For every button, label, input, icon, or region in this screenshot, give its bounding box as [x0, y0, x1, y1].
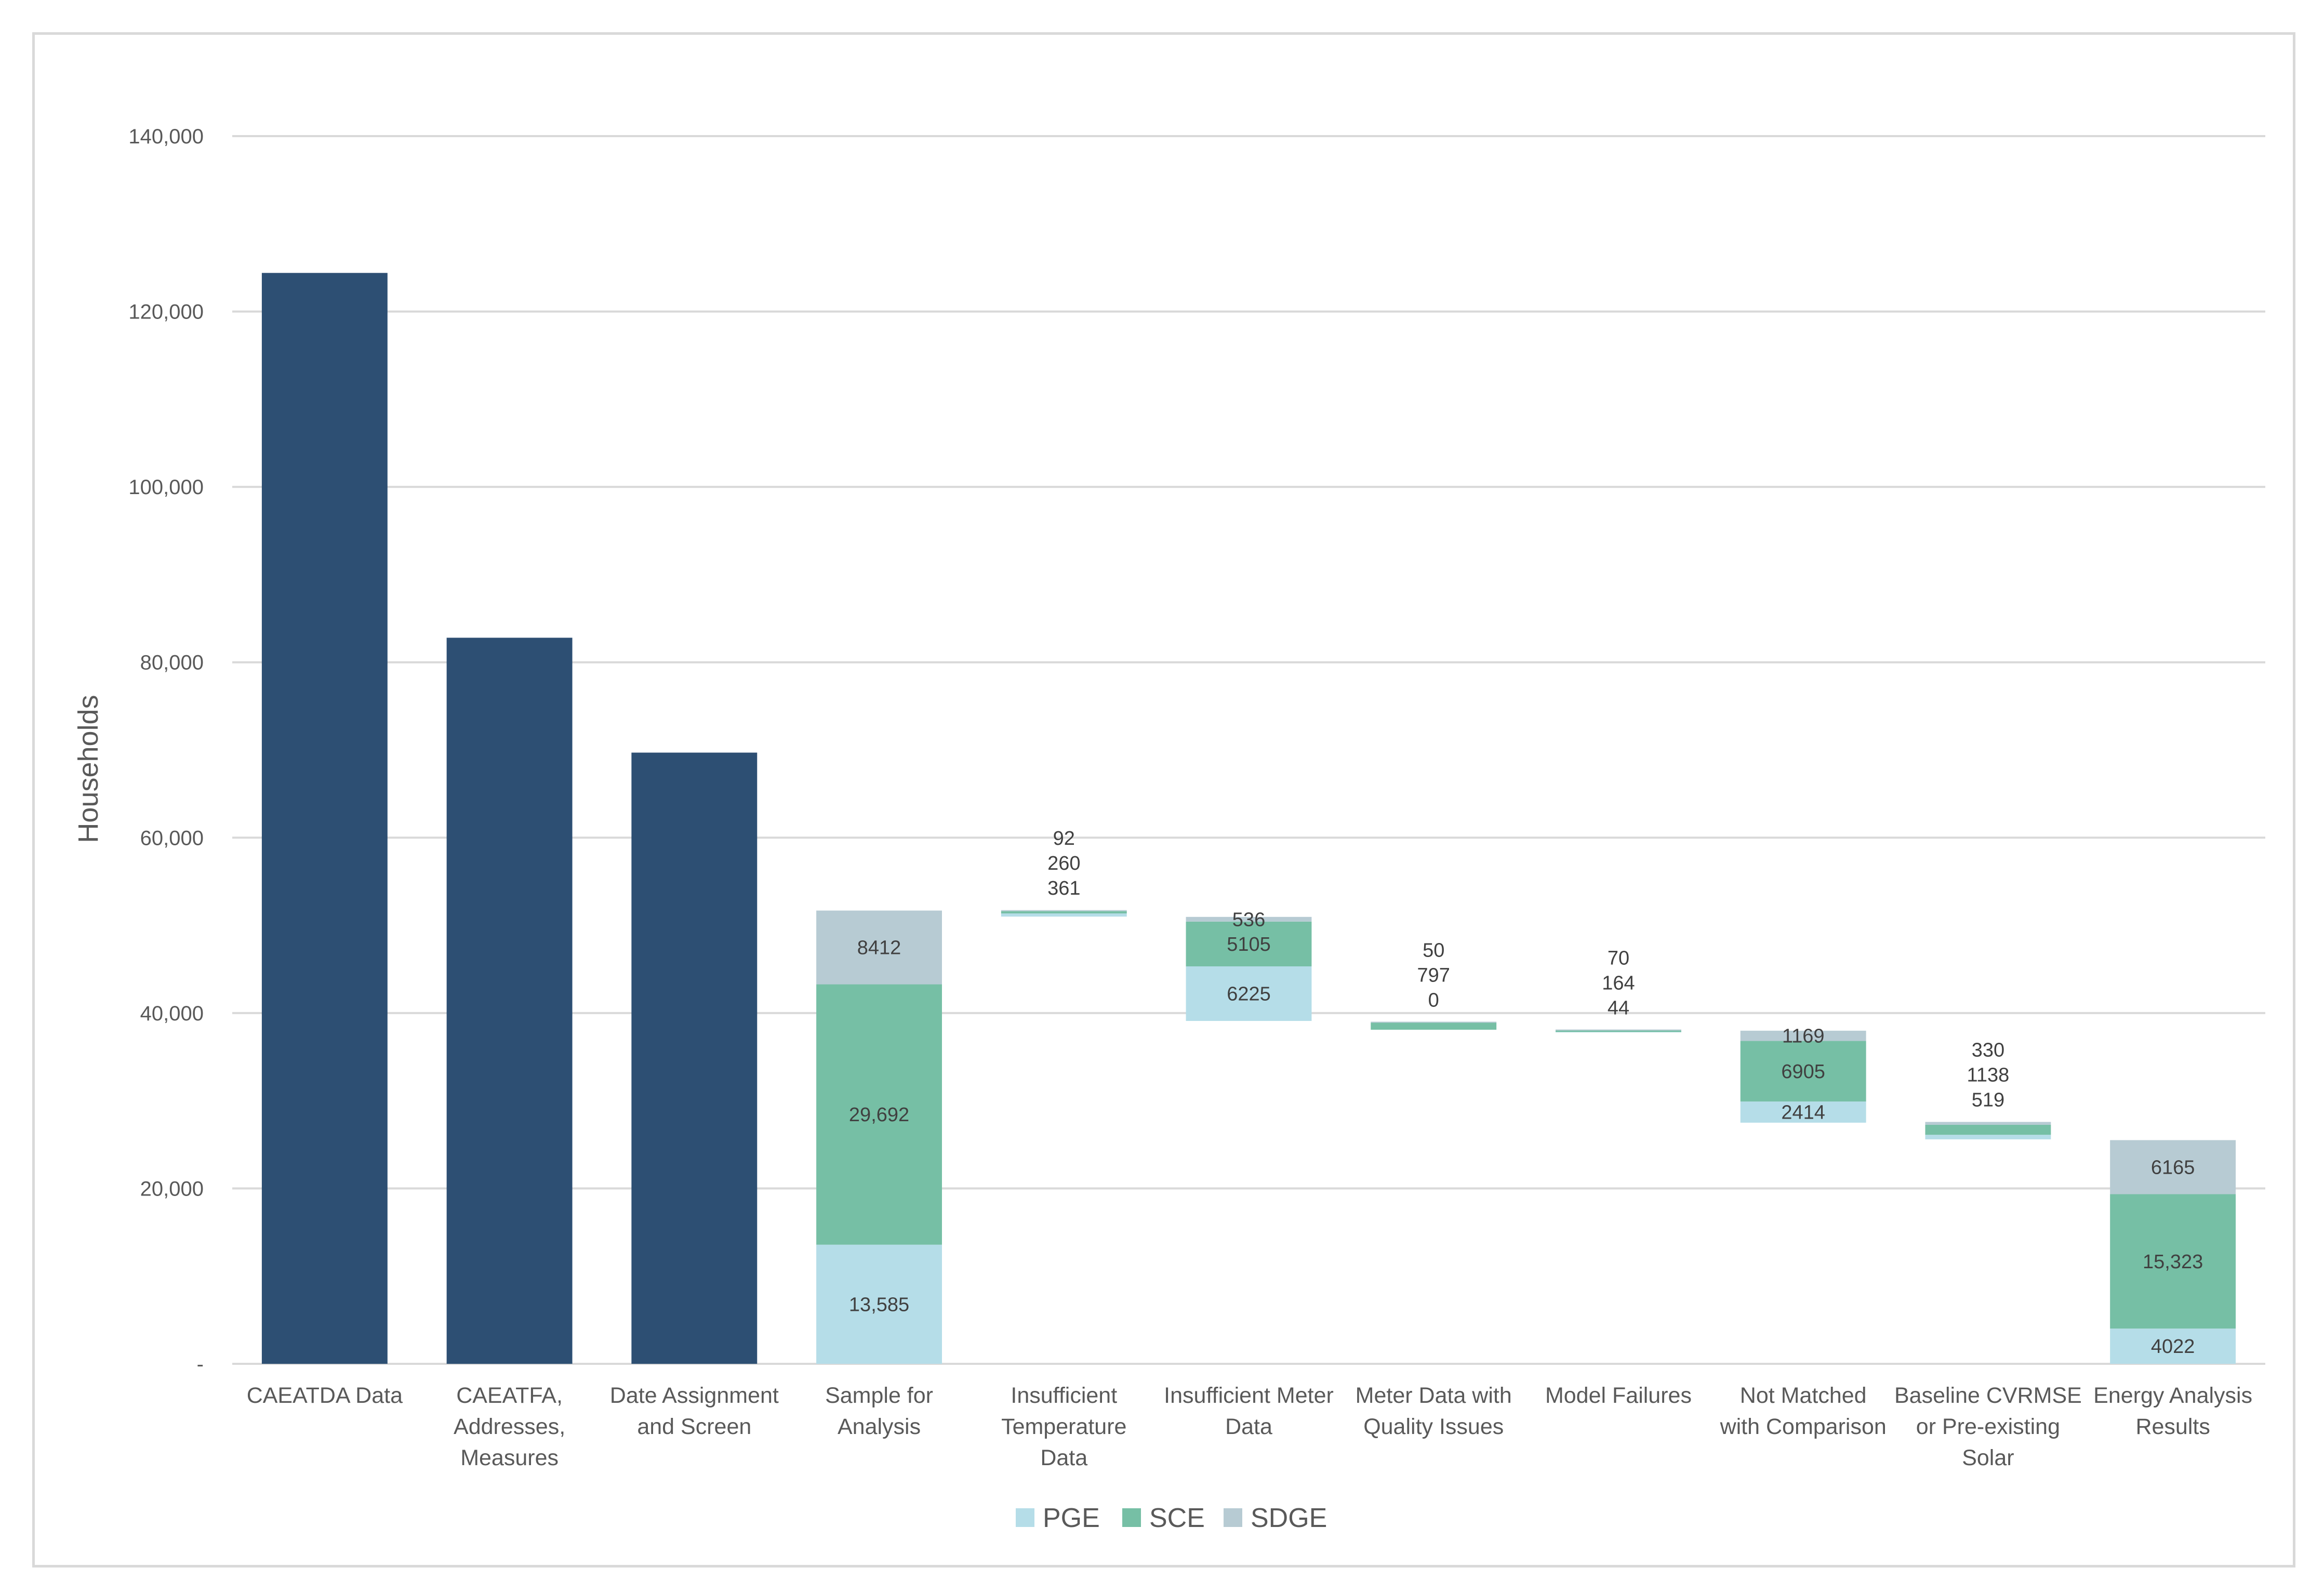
legend-label-sce: SCE — [1149, 1503, 1205, 1533]
bar-segment-sce — [1371, 1022, 1497, 1030]
data-label-pge: 44 — [1608, 997, 1629, 1019]
x-category-label: Date Assignment — [610, 1383, 779, 1408]
data-label-sdge: 1169 — [1782, 1026, 1825, 1047]
x-category-label: Analysis — [838, 1414, 921, 1439]
x-category-label: Baseline CVRMSE — [1894, 1383, 2082, 1408]
data-label-pge: 2414 — [1781, 1101, 1825, 1123]
x-category-label: Meter Data with — [1356, 1383, 1512, 1408]
bar-segment-pge — [1186, 966, 1312, 1021]
bar-total — [631, 752, 758, 1364]
bar-segment-sdge — [1186, 916, 1312, 922]
x-category-label: Insufficient Meter — [1164, 1383, 1334, 1408]
data-label-sdge: 92 — [1053, 828, 1075, 849]
y-tick-label: 100,000 — [128, 476, 204, 499]
bar-segment-sdge — [816, 910, 942, 985]
x-category-label: and Screen — [637, 1414, 751, 1439]
bar-segment-sce — [1186, 921, 1312, 966]
data-label-sce: 797 — [1417, 965, 1450, 987]
bar-segment-sdge — [1556, 1029, 1681, 1031]
bar-segment-pge — [1925, 1135, 2051, 1139]
bar-segment-sce — [1925, 1124, 2051, 1135]
x-category-label: Measures — [460, 1445, 559, 1470]
bar-segment-sdge — [1740, 1030, 1866, 1041]
data-label-sce: 5105 — [1227, 934, 1271, 955]
x-category-label: Not Matched — [1740, 1383, 1867, 1408]
data-label-pge: 13,585 — [849, 1294, 909, 1316]
bar-segment-sce — [1740, 1041, 1866, 1102]
data-label-sce: 260 — [1047, 853, 1080, 874]
x-category-label: Sample for — [825, 1383, 933, 1408]
y-tick-label: 140,000 — [128, 125, 204, 148]
bar-segment-sce — [816, 984, 942, 1245]
bar-segment-pge — [2110, 1329, 2236, 1364]
bar-segment-pge — [1001, 913, 1127, 917]
legend-swatch-pge — [1016, 1508, 1034, 1527]
bar-segment-sdge — [1925, 1122, 2051, 1125]
data-label-sce: 15,323 — [2143, 1251, 2203, 1273]
x-category-label: Results — [2135, 1414, 2210, 1439]
data-label-sce: 1138 — [1967, 1064, 2010, 1086]
data-label-sdge: 50 — [1423, 940, 1444, 962]
data-label-sdge: 8412 — [857, 937, 901, 959]
x-category-label: Insufficient — [1011, 1383, 1117, 1408]
bar-segment-sdge — [2110, 1140, 2236, 1194]
legend-label-sdge: SDGE — [1251, 1503, 1327, 1533]
x-category-label: Quality Issues — [1363, 1414, 1504, 1439]
x-category-label: or Pre-existing — [1916, 1414, 2060, 1439]
y-tick-label: 80,000 — [140, 652, 204, 674]
chart-legend: PGE SCE SDGE — [1016, 1503, 1327, 1533]
data-label-pge: 361 — [1047, 878, 1080, 899]
bar-segment-sdge — [1371, 1021, 1497, 1023]
data-label-sce: 29,692 — [849, 1104, 909, 1126]
data-label-pge: 6225 — [1227, 984, 1271, 1005]
bar-segment-pge — [816, 1244, 942, 1364]
y-tick-label: 120,000 — [128, 301, 204, 324]
data-label-sdge: 70 — [1608, 947, 1629, 969]
legend-swatch-sce — [1122, 1508, 1141, 1527]
bar-total — [446, 637, 573, 1364]
x-category-label: Solar — [1962, 1445, 2014, 1470]
x-category-label: Energy Analysis — [2093, 1383, 2252, 1408]
y-axis-title: Households — [73, 695, 104, 843]
bar-segment-sdge — [1001, 910, 1127, 911]
x-category-label: Temperature — [1001, 1414, 1126, 1439]
y-tick-label: 40,000 — [140, 1002, 204, 1025]
bar-segment-pge — [1740, 1101, 1866, 1123]
data-label-sdge: 536 — [1232, 909, 1265, 931]
x-category-label: Data — [1040, 1445, 1087, 1470]
data-label-pge: 0 — [1428, 990, 1439, 1012]
x-category-label: Model Failures — [1545, 1383, 1692, 1408]
x-category-label: Addresses, — [454, 1414, 565, 1439]
x-category-label: CAEATDA Data — [247, 1383, 403, 1408]
bar-segment-sce — [1001, 911, 1127, 914]
legend-label-pge: PGE — [1043, 1503, 1100, 1533]
y-tick-label: - — [197, 1353, 204, 1376]
y-tick-label: 60,000 — [140, 827, 204, 849]
bar-total — [261, 273, 388, 1364]
bar-segment-sce — [2110, 1194, 2236, 1329]
legend-swatch-sdge — [1224, 1508, 1242, 1527]
data-label-pge: 519 — [1972, 1089, 2004, 1111]
data-label-sce: 164 — [1602, 972, 1635, 994]
data-label-sce: 6905 — [1781, 1061, 1825, 1083]
data-label-pge: 4022 — [2151, 1336, 2195, 1358]
chart-frame — [32, 32, 2295, 1568]
y-tick-label: 20,000 — [140, 1177, 204, 1200]
data-label-sdge: 330 — [1972, 1039, 2004, 1061]
x-category-label: Data — [1225, 1414, 1272, 1439]
bar-segment-sce — [1556, 1030, 1681, 1032]
x-category-label: CAEATFA, — [456, 1383, 563, 1408]
x-category-label: with Comparison — [1720, 1414, 1887, 1439]
data-label-sdge: 6165 — [2151, 1157, 2195, 1178]
